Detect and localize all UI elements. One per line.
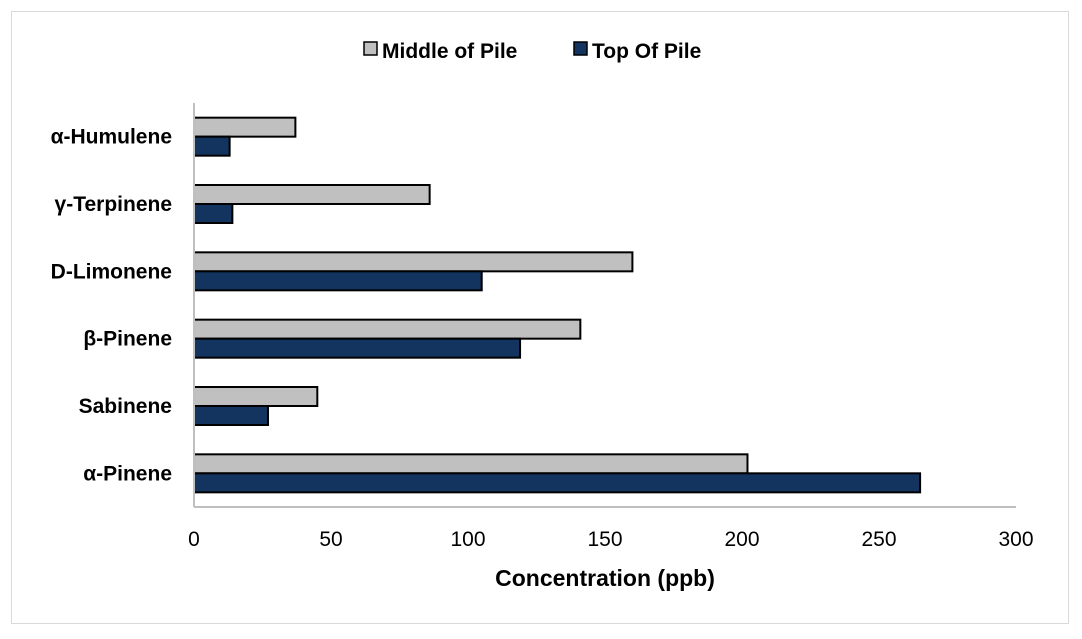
category-label-4: γ-Terpinene (55, 193, 172, 216)
category-labels: α-Pinene Sabinene β-Pinene D-Limonene γ-Terp… (51, 126, 172, 486)
category-label-3: D-Limonene (51, 260, 172, 283)
x-tick-label-4: 200 (724, 528, 759, 551)
x-tick-label-6: 300 (998, 528, 1033, 551)
legend-label-1: Top Of Pile (592, 40, 701, 63)
bar-top-0 (193, 472, 922, 494)
legend-swatch-0 (363, 41, 378, 56)
category-label-0: α-Pinene (83, 462, 172, 485)
legend: Middle of Pile Top Of Pile (363, 40, 701, 63)
x-tick-label-2: 100 (450, 528, 485, 551)
bar-middle-0 (193, 453, 749, 475)
bar-middle-2 (193, 318, 582, 340)
bar-middle-5 (193, 116, 297, 138)
bar-top-2 (193, 337, 522, 359)
bar-top-4 (193, 203, 234, 224)
x-tick-label-5: 250 (861, 528, 896, 551)
category-label-1: Sabinene (79, 395, 172, 418)
x-axis-title: Concentration (ppb) (495, 565, 715, 591)
bar-top-1 (193, 405, 269, 426)
category-label-2: β-Pinene (83, 328, 172, 351)
chart-frame (11, 11, 1069, 624)
legend-label-0: Middle of Pile (382, 40, 517, 63)
bar-middle-3 (193, 251, 634, 273)
bar-top-3 (193, 270, 483, 292)
bars-group (193, 116, 922, 494)
x-tick-label-0: 0 (188, 528, 200, 551)
bar-middle-1 (193, 386, 319, 407)
bar-middle-4 (193, 184, 431, 205)
legend-swatch-1 (573, 41, 588, 56)
x-tick-label-3: 150 (587, 528, 622, 551)
x-tick-label-1: 50 (319, 528, 342, 551)
x-tick-labels: 0 50 100 150 200 250 300 (188, 528, 1033, 551)
bar-top-5 (193, 135, 231, 157)
category-label-5: α-Humulene (51, 126, 172, 149)
